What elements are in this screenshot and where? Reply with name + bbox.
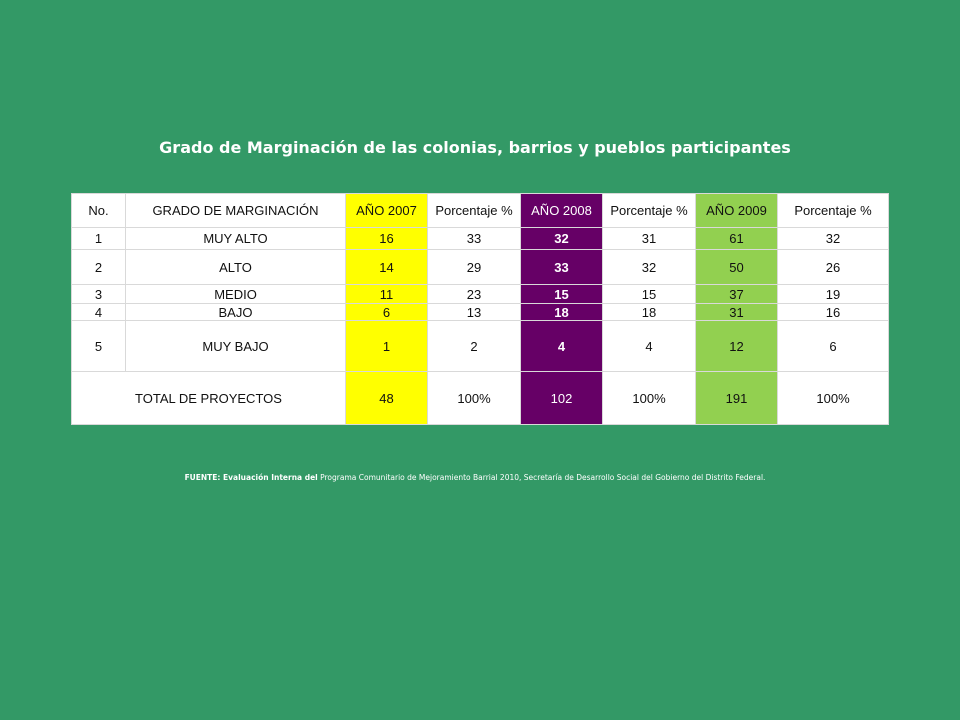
cell-porcentaje-2009: 6	[777, 320, 889, 372]
header-porcentaje-2007: Porcentaje %	[427, 193, 521, 228]
cell-porcentaje-2008: 31	[602, 227, 696, 250]
cell-ano-2007: 11	[345, 284, 428, 304]
cell-ano-2009: 61	[695, 227, 778, 250]
header-porcentaje-2009: Porcentaje %	[777, 193, 889, 228]
cell-ano-2008: 4	[520, 320, 603, 372]
total-porcentaje-2007: 100%	[427, 371, 521, 425]
slide-title: Grado de Marginación de las colonias, ba…	[159, 138, 791, 157]
cell-ano-2009: 37	[695, 284, 778, 304]
cell-porcentaje-2008: 4	[602, 320, 696, 372]
total-ano-2009: 191	[695, 371, 778, 425]
cell-porcentaje-2007: 29	[427, 249, 521, 285]
cell-ano-2007: 14	[345, 249, 428, 285]
cell-porcentaje-2009: 32	[777, 227, 889, 250]
cell-ano-2009: 50	[695, 249, 778, 285]
cell-porcentaje-2008: 18	[602, 303, 696, 321]
cell-ano-2007: 6	[345, 303, 428, 321]
total-porcentaje-2008: 100%	[602, 371, 696, 425]
total-ano-2007: 48	[345, 371, 428, 425]
table-row: 3 MEDIO 11 23 15 15 37 19	[71, 284, 889, 304]
header-ano-2007: AÑO 2007	[345, 193, 428, 228]
header-grado: GRADO DE MARGINACIÓN	[125, 193, 346, 228]
cell-no: 2	[71, 249, 126, 285]
cell-porcentaje-2009: 16	[777, 303, 889, 321]
marginacion-table: No. GRADO DE MARGINACIÓN AÑO 2007 Porcen…	[71, 193, 889, 425]
cell-no: 1	[71, 227, 126, 250]
cell-ano-2008: 32	[520, 227, 603, 250]
cell-porcentaje-2007: 23	[427, 284, 521, 304]
total-label: TOTAL DE PROYECTOS	[71, 371, 346, 425]
cell-porcentaje-2007: 2	[427, 320, 521, 372]
cell-no: 5	[71, 320, 126, 372]
cell-porcentaje-2009: 26	[777, 249, 889, 285]
table-total-row: TOTAL DE PROYECTOS 48 100% 102 100% 191 …	[71, 371, 889, 425]
cell-grado: MUY BAJO	[125, 320, 346, 372]
header-ano-2009: AÑO 2009	[695, 193, 778, 228]
cell-grado: ALTO	[125, 249, 346, 285]
footnote-source-text: Programa Comunitario de Mejoramiento Bar…	[317, 473, 766, 482]
cell-no: 3	[71, 284, 126, 304]
cell-porcentaje-2007: 13	[427, 303, 521, 321]
header-no: No.	[71, 193, 126, 228]
cell-no: 4	[71, 303, 126, 321]
cell-ano-2008: 15	[520, 284, 603, 304]
cell-ano-2007: 16	[345, 227, 428, 250]
total-porcentaje-2009: 100%	[777, 371, 889, 425]
cell-grado: MEDIO	[125, 284, 346, 304]
table-row: 4 BAJO 6 13 18 18 31 16	[71, 303, 889, 321]
table-row: 5 MUY BAJO 1 2 4 4 12 6	[71, 320, 889, 372]
cell-porcentaje-2009: 19	[777, 284, 889, 304]
cell-porcentaje-2007: 33	[427, 227, 521, 250]
cell-ano-2007: 1	[345, 320, 428, 372]
source-footnote: FUENTE: Evaluación Interna del Programa …	[0, 473, 950, 482]
table-row: 1 MUY ALTO 16 33 32 31 61 32	[71, 227, 889, 250]
header-ano-2008: AÑO 2008	[520, 193, 603, 228]
cell-ano-2009: 31	[695, 303, 778, 321]
cell-ano-2009: 12	[695, 320, 778, 372]
cell-porcentaje-2008: 15	[602, 284, 696, 304]
table-row: 2 ALTO 14 29 33 32 50 26	[71, 249, 889, 285]
cell-grado: MUY ALTO	[125, 227, 346, 250]
footnote-source-label: FUENTE: Evaluación Interna del	[184, 473, 318, 482]
total-ano-2008: 102	[520, 371, 603, 425]
table-header-row: No. GRADO DE MARGINACIÓN AÑO 2007 Porcen…	[71, 193, 889, 228]
header-porcentaje-2008: Porcentaje %	[602, 193, 696, 228]
cell-grado: BAJO	[125, 303, 346, 321]
cell-ano-2008: 18	[520, 303, 603, 321]
cell-porcentaje-2008: 32	[602, 249, 696, 285]
cell-ano-2008: 33	[520, 249, 603, 285]
